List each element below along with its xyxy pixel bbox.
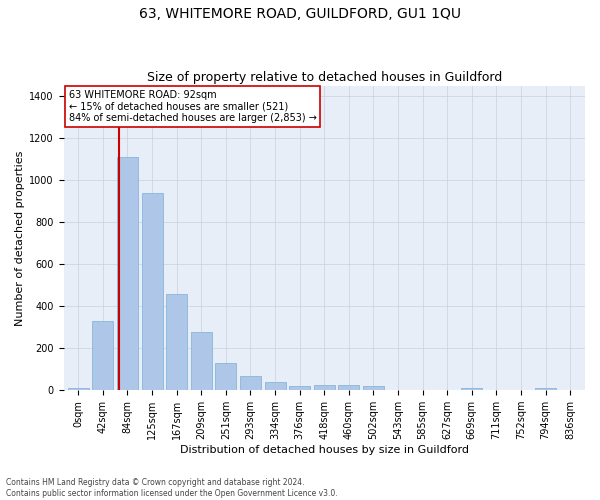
Bar bbox=[92, 321, 113, 390]
Bar bbox=[68, 388, 89, 390]
Bar bbox=[240, 376, 261, 390]
X-axis label: Distribution of detached houses by size in Guildford: Distribution of detached houses by size … bbox=[180, 445, 469, 455]
Bar bbox=[535, 388, 556, 390]
Bar bbox=[363, 386, 384, 390]
Text: 63, WHITEMORE ROAD, GUILDFORD, GU1 1QU: 63, WHITEMORE ROAD, GUILDFORD, GU1 1QU bbox=[139, 8, 461, 22]
Text: Contains HM Land Registry data © Crown copyright and database right 2024.
Contai: Contains HM Land Registry data © Crown c… bbox=[6, 478, 338, 498]
Bar bbox=[289, 386, 310, 390]
Bar bbox=[142, 193, 163, 390]
Bar bbox=[215, 363, 236, 390]
Bar bbox=[166, 294, 187, 390]
Bar bbox=[338, 385, 359, 390]
Y-axis label: Number of detached properties: Number of detached properties bbox=[15, 150, 25, 326]
Bar bbox=[314, 385, 335, 390]
Bar bbox=[265, 382, 286, 390]
Bar bbox=[461, 388, 482, 390]
Bar bbox=[117, 157, 138, 390]
Text: 63 WHITEMORE ROAD: 92sqm
← 15% of detached houses are smaller (521)
84% of semi-: 63 WHITEMORE ROAD: 92sqm ← 15% of detach… bbox=[69, 90, 317, 124]
Title: Size of property relative to detached houses in Guildford: Size of property relative to detached ho… bbox=[146, 72, 502, 85]
Bar bbox=[191, 332, 212, 390]
